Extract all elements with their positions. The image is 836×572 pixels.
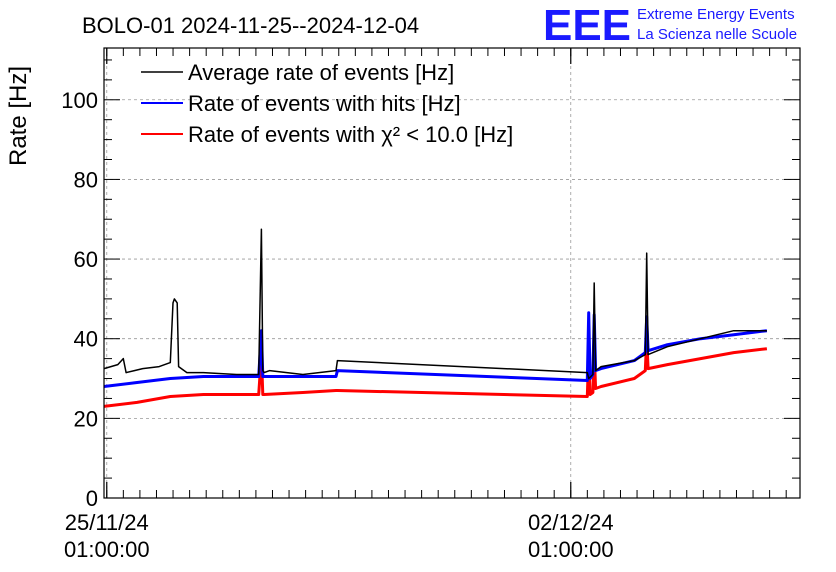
grid-layer	[104, 48, 800, 498]
y-tick-label: 20	[74, 406, 98, 431]
series-line-0	[103, 228, 767, 380]
x-tick-label: 01:00:00	[64, 537, 150, 562]
series-line-1	[103, 311, 768, 388]
axis-layer: 02040608010025/11/2401:00:0002/12/2401:0…	[61, 48, 800, 562]
x-tick-label: 25/11/24	[65, 510, 149, 535]
y-tick-label: 60	[74, 247, 98, 272]
y-tick-label: 100	[61, 88, 98, 113]
legend: Average rate of events [Hz] Rate of even…	[141, 60, 513, 147]
plot-frame	[103, 47, 801, 499]
y-tick-label: 0	[86, 486, 98, 511]
x-tick-label: 01:00:00	[528, 537, 614, 562]
eee-logo: EEE Extreme Energy Events La Scienza nel…	[543, 1, 797, 50]
chart-title: BOLO-01 2024-11-25--2024-12-04	[82, 13, 419, 38]
legend-label-hits: Rate of events with hits [Hz]	[188, 91, 461, 116]
logo-line2: La Scienza nelle Scuole	[637, 26, 797, 43]
logo-line1: Extreme Energy Events	[637, 6, 795, 23]
y-tick-label: 80	[74, 167, 98, 192]
legend-label-average: Average rate of events [Hz]	[188, 60, 454, 85]
y-axis-label: Rate [Hz]	[5, 66, 32, 166]
legend-label-chi2: Rate of events with χ² < 10.0 [Hz]	[188, 122, 513, 147]
logo-mark: EEE	[543, 1, 631, 50]
y-tick-label: 40	[74, 327, 98, 352]
x-tick-label: 02/12/24	[528, 510, 614, 535]
series-layer	[103, 228, 768, 408]
